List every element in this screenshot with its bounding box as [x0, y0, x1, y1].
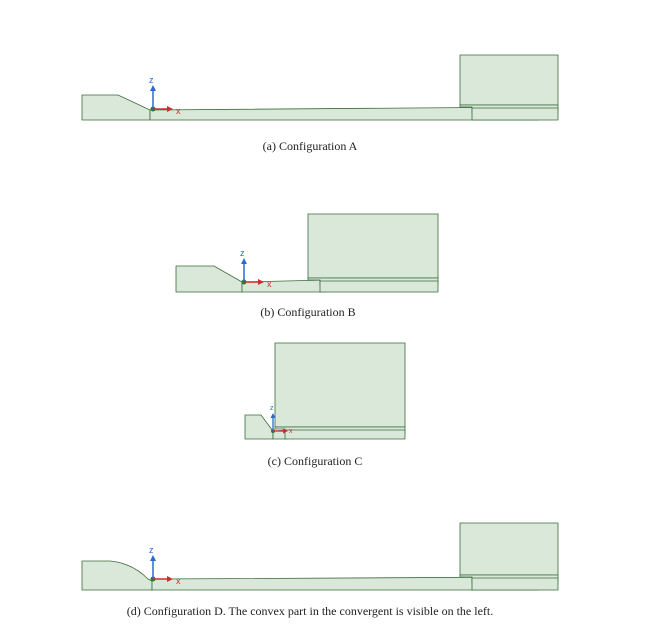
d-z-label: z — [149, 545, 154, 555]
b-z-label: z — [240, 248, 245, 258]
a-right-block-top — [460, 55, 558, 105]
diagram-a: z x — [60, 25, 560, 135]
caption-a: (a) Configuration A — [60, 139, 560, 154]
config-d-svg — [60, 505, 560, 595]
panel-b: z x (b) Configuration B — [158, 200, 458, 320]
d-x-label: x — [176, 576, 181, 586]
c-right-block-top — [275, 343, 405, 427]
d-right-block-top — [460, 523, 558, 575]
b-origin-axes — [236, 256, 266, 286]
d-origin-axes — [145, 553, 175, 583]
c-right-block-lip — [285, 430, 405, 439]
config-a-svg — [60, 25, 560, 125]
x-axis-head — [167, 576, 173, 582]
d-left-wedge — [82, 561, 152, 590]
b-right-block-top — [308, 214, 438, 278]
a-left-wedge — [82, 95, 150, 120]
c-origin-axes — [266, 411, 290, 435]
c-x-label: x — [289, 428, 293, 435]
diagram-b: z x — [158, 200, 458, 300]
panel-a: z x (a) Configuration A — [60, 25, 560, 154]
b-right-block-lip — [320, 281, 438, 292]
a-origin-axes — [145, 83, 175, 113]
d-right-block-lip — [472, 578, 558, 590]
b-left-wedge — [176, 266, 242, 292]
caption-b: (b) Configuration B — [158, 305, 458, 320]
config-b-svg — [158, 200, 458, 296]
a-right-block-lip — [472, 108, 558, 120]
a-x-label: x — [176, 106, 181, 116]
b-x-label: x — [267, 279, 272, 289]
x-axis-head — [167, 106, 173, 112]
z-axis-head — [150, 85, 156, 91]
z-axis-head — [241, 258, 247, 264]
x-axis-head — [283, 429, 288, 434]
config-c-svg — [215, 335, 415, 445]
panel-d: z x (d) Configuration D. The convex part… — [60, 505, 560, 619]
diagram-d: z x — [60, 505, 560, 600]
caption-d: (d) Configuration D. The convex part in … — [60, 604, 560, 619]
c-z-label: z — [270, 405, 274, 412]
diagram-c: z x — [215, 335, 415, 449]
z-axis-head — [150, 555, 156, 561]
panel-c: z x (c) Configuration C — [215, 335, 415, 469]
caption-c: (c) Configuration C — [215, 454, 415, 469]
z-axis-head — [271, 413, 276, 418]
x-axis-head — [258, 279, 264, 285]
a-z-label: z — [149, 75, 154, 85]
